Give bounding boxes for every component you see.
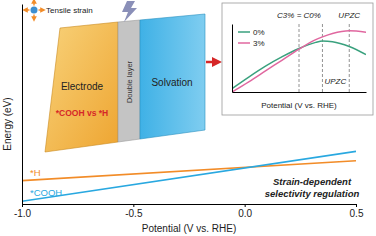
figure: Tensile strain Electrode *COOH vs *H Double… bbox=[0, 0, 376, 236]
double-layer-band bbox=[118, 20, 140, 142]
x-axis-tick-label: -0.5 bbox=[125, 208, 143, 219]
annotation-line bbox=[349, 24, 350, 92]
annotation: C3% = C0% bbox=[277, 11, 321, 20]
schematic bbox=[25, 1, 217, 152]
x-axis-tick-mark bbox=[245, 204, 246, 207]
red-arrow bbox=[206, 61, 217, 64]
strain-arrow bbox=[25, 9, 30, 10]
series-line bbox=[232, 41, 366, 89]
x-axis-tick: 0.0 bbox=[238, 204, 252, 219]
inset-y-axis-line bbox=[232, 25, 233, 93]
series-line bbox=[22, 151, 356, 201]
x-axis: -1.0 -0.5 0.0 0.5 bbox=[14, 204, 364, 219]
series-line bbox=[232, 31, 366, 92]
strain-arrow bbox=[39, 9, 44, 10]
x-axis-tick-mark bbox=[133, 204, 134, 207]
legend-swatch bbox=[238, 31, 250, 33]
strain-arrow bbox=[33, 1, 34, 6]
x-axis-line bbox=[23, 204, 357, 205]
annotation: UPZC bbox=[324, 77, 346, 86]
x-axis-tick-label: 0.0 bbox=[238, 208, 252, 219]
field-icon bbox=[122, 1, 137, 22]
annotation: Solvation bbox=[151, 77, 192, 88]
annotation: Strain-dependent bbox=[273, 176, 352, 187]
x-axis-tick: 0.5 bbox=[350, 204, 364, 219]
y-axis-title: Energy (eV) bbox=[2, 97, 13, 150]
strain-arrow bbox=[33, 15, 34, 20]
inset-y-axis bbox=[232, 25, 233, 93]
inset-plot-area bbox=[232, 24, 366, 92]
x-axis-tick-label: -1.0 bbox=[14, 208, 32, 219]
chart-svg: Tensile strain Electrode *COOH vs *H Double… bbox=[0, 0, 376, 236]
solvation-slab bbox=[140, 14, 205, 139]
annotation: Double layer bbox=[125, 60, 134, 103]
x-axis-tick-label: 0.5 bbox=[350, 208, 364, 219]
x-axis-title: Potential (V vs. RHE) bbox=[142, 223, 236, 234]
y-axis-line bbox=[22, 5, 23, 205]
annotation: UPZC bbox=[338, 11, 360, 20]
series-label: *COOH bbox=[30, 187, 62, 198]
series-line bbox=[22, 161, 356, 181]
annotation: Tensile strain bbox=[46, 6, 93, 15]
legend-label: 3% bbox=[253, 39, 265, 48]
annotation: Electrode bbox=[61, 81, 104, 92]
x-axis-tick: -1.0 bbox=[14, 204, 32, 219]
x-axis-tick: -0.5 bbox=[125, 204, 143, 219]
legend: 0%3% bbox=[238, 28, 265, 48]
inset-frame bbox=[222, 3, 373, 115]
series-label: *H bbox=[30, 167, 41, 178]
annotation: selectivity regulation bbox=[265, 188, 360, 199]
inset-x-axis-title: Potential (V vs. RHE) bbox=[261, 101, 337, 110]
annotation-line bbox=[322, 24, 323, 92]
x-axis-tick-mark bbox=[356, 204, 357, 207]
annotation-line bbox=[299, 24, 300, 92]
inset-x-axis-line bbox=[233, 92, 367, 93]
plot-area bbox=[22, 151, 356, 201]
legend-label: 0% bbox=[253, 28, 265, 37]
inset-x-axis bbox=[233, 92, 367, 93]
annotation: *COOH vs *H bbox=[56, 108, 108, 118]
strain-icon bbox=[31, 7, 38, 14]
legend-swatch bbox=[238, 42, 250, 44]
electrode-slab bbox=[45, 22, 118, 152]
y-axis bbox=[22, 5, 23, 205]
